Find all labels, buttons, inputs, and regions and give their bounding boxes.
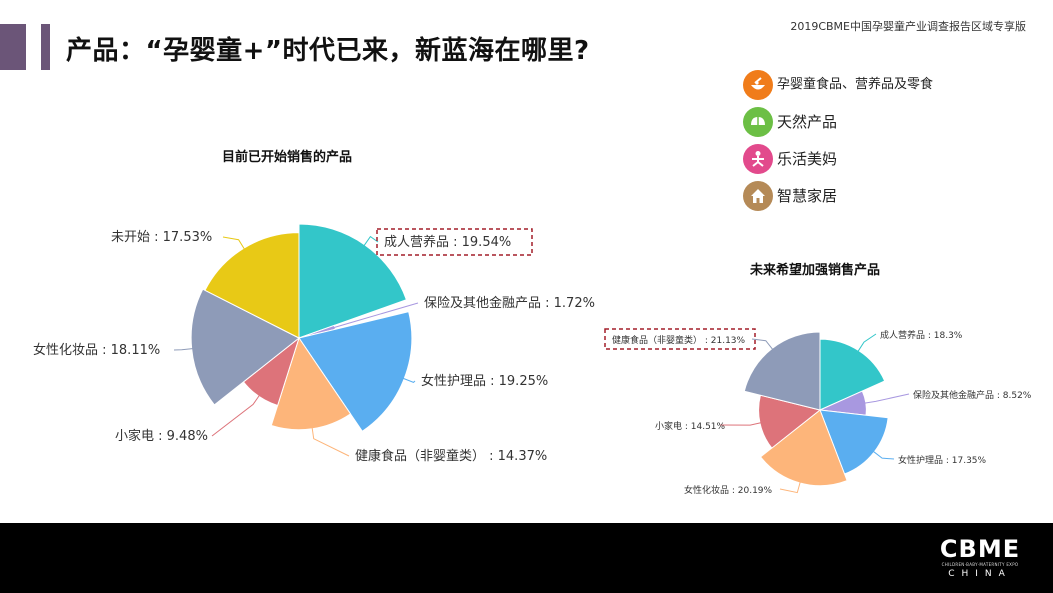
accent-bar-thin — [41, 24, 50, 70]
leader-line-1 — [363, 235, 379, 247]
cbme-logo: CBME CHILDREN·BABY·MATERNITY EXPO CHINA — [935, 536, 1025, 580]
legend-label: 乐活美妈 — [777, 149, 838, 168]
rose-charts: 成人营养品 : 19.54% 保险及其他金融产品 : 1.72% 女性护理品 : 1… — [33, 223, 1032, 496]
slice-label-3: 女性护理品 : 19.25% — [421, 373, 548, 389]
category-legend: 孕婴童食品、营养品及零食 天然产品 乐活美妈 智慧家居 — [743, 68, 943, 216]
legend-label: 智慧家居 — [777, 186, 838, 205]
slice-label-1: 成人营养品 : 19.54% — [384, 234, 511, 250]
logo-tagline: CHILDREN·BABY·MATERNITY EXPO — [941, 562, 1019, 567]
slice-label-2: 保险及其他金融产品 : 8.52% — [913, 389, 1032, 401]
legend-label: 天然产品 — [777, 112, 838, 131]
chart-title-current: 目前已开始销售的产品 — [222, 150, 353, 165]
logo-country: CHINA — [948, 569, 1012, 579]
leader-line-3 — [402, 377, 416, 383]
leader-line-4 — [779, 480, 801, 494]
chart-title-future: 未来希望加强销售产品 — [750, 263, 881, 278]
leader-line-6 — [173, 348, 194, 351]
leader-line-4 — [311, 426, 350, 457]
slice-label-3: 女性护理品 : 17.35% — [898, 454, 987, 466]
leader-line-6 — [751, 338, 774, 351]
report-note: 2019CBME中国孕婴童产业调查报告区域专享版 — [790, 20, 1026, 33]
legend-label: 孕婴童食品、营养品及零食 — [777, 77, 934, 92]
slice-label-4: 健康食品（非婴童类） : 14.37% — [355, 448, 547, 464]
highlight-box — [604, 328, 756, 350]
slice-label-7: 未开始 : 17.53% — [111, 230, 212, 245]
leader-line-1 — [857, 333, 877, 353]
leader-line-3 — [872, 450, 895, 460]
rose-chart-1: 成人营养品 : 19.54% 保险及其他金融产品 : 1.72% 女性护理品 : 1… — [33, 223, 595, 464]
slice-label-6: 女性化妆品 : 18.11% — [33, 342, 160, 358]
logo-main: CBME — [939, 535, 1021, 563]
leader-line-2 — [863, 393, 910, 404]
leader-line-7 — [222, 236, 246, 251]
slice-label-2: 保险及其他金融产品 : 1.72% — [424, 295, 595, 311]
legend-item-natural: 天然产品 — [743, 105, 943, 139]
legend-item-food: 孕婴童食品、营养品及零食 — [743, 68, 943, 102]
page-title: 产品：“孕婴童+”时代已来，新蓝海在哪里? — [66, 36, 590, 66]
footer-bar — [0, 523, 1053, 593]
rose-chart-2: 成人营养品 : 18.3% 保险及其他金融产品 : 8.52% 女性护理品 : 17… — [604, 328, 1032, 496]
slice-label-6: 健康食品（非婴童类） : 21.13% — [612, 334, 746, 346]
slice-label-5: 小家电 : 14.51% — [655, 420, 726, 432]
legend-item-home: 智慧家居 — [743, 179, 943, 213]
highlight-box — [376, 228, 533, 256]
leader-line-5 — [211, 394, 261, 437]
slice-label-5: 小家电 : 9.48% — [115, 428, 208, 444]
slice-label-4: 女性化妆品 : 20.19% — [684, 484, 773, 496]
legend-item-mom: 乐活美妈 — [743, 142, 943, 176]
yoga-icon — [743, 144, 773, 174]
house-icon — [743, 181, 773, 211]
leader-line-5 — [719, 422, 763, 426]
food-bowl-icon — [743, 70, 773, 100]
slice-label-1: 成人营养品 : 18.3% — [880, 329, 963, 341]
accent-bar — [0, 24, 26, 70]
leader-line-2 — [332, 302, 419, 329]
leaf-icon — [743, 107, 773, 137]
